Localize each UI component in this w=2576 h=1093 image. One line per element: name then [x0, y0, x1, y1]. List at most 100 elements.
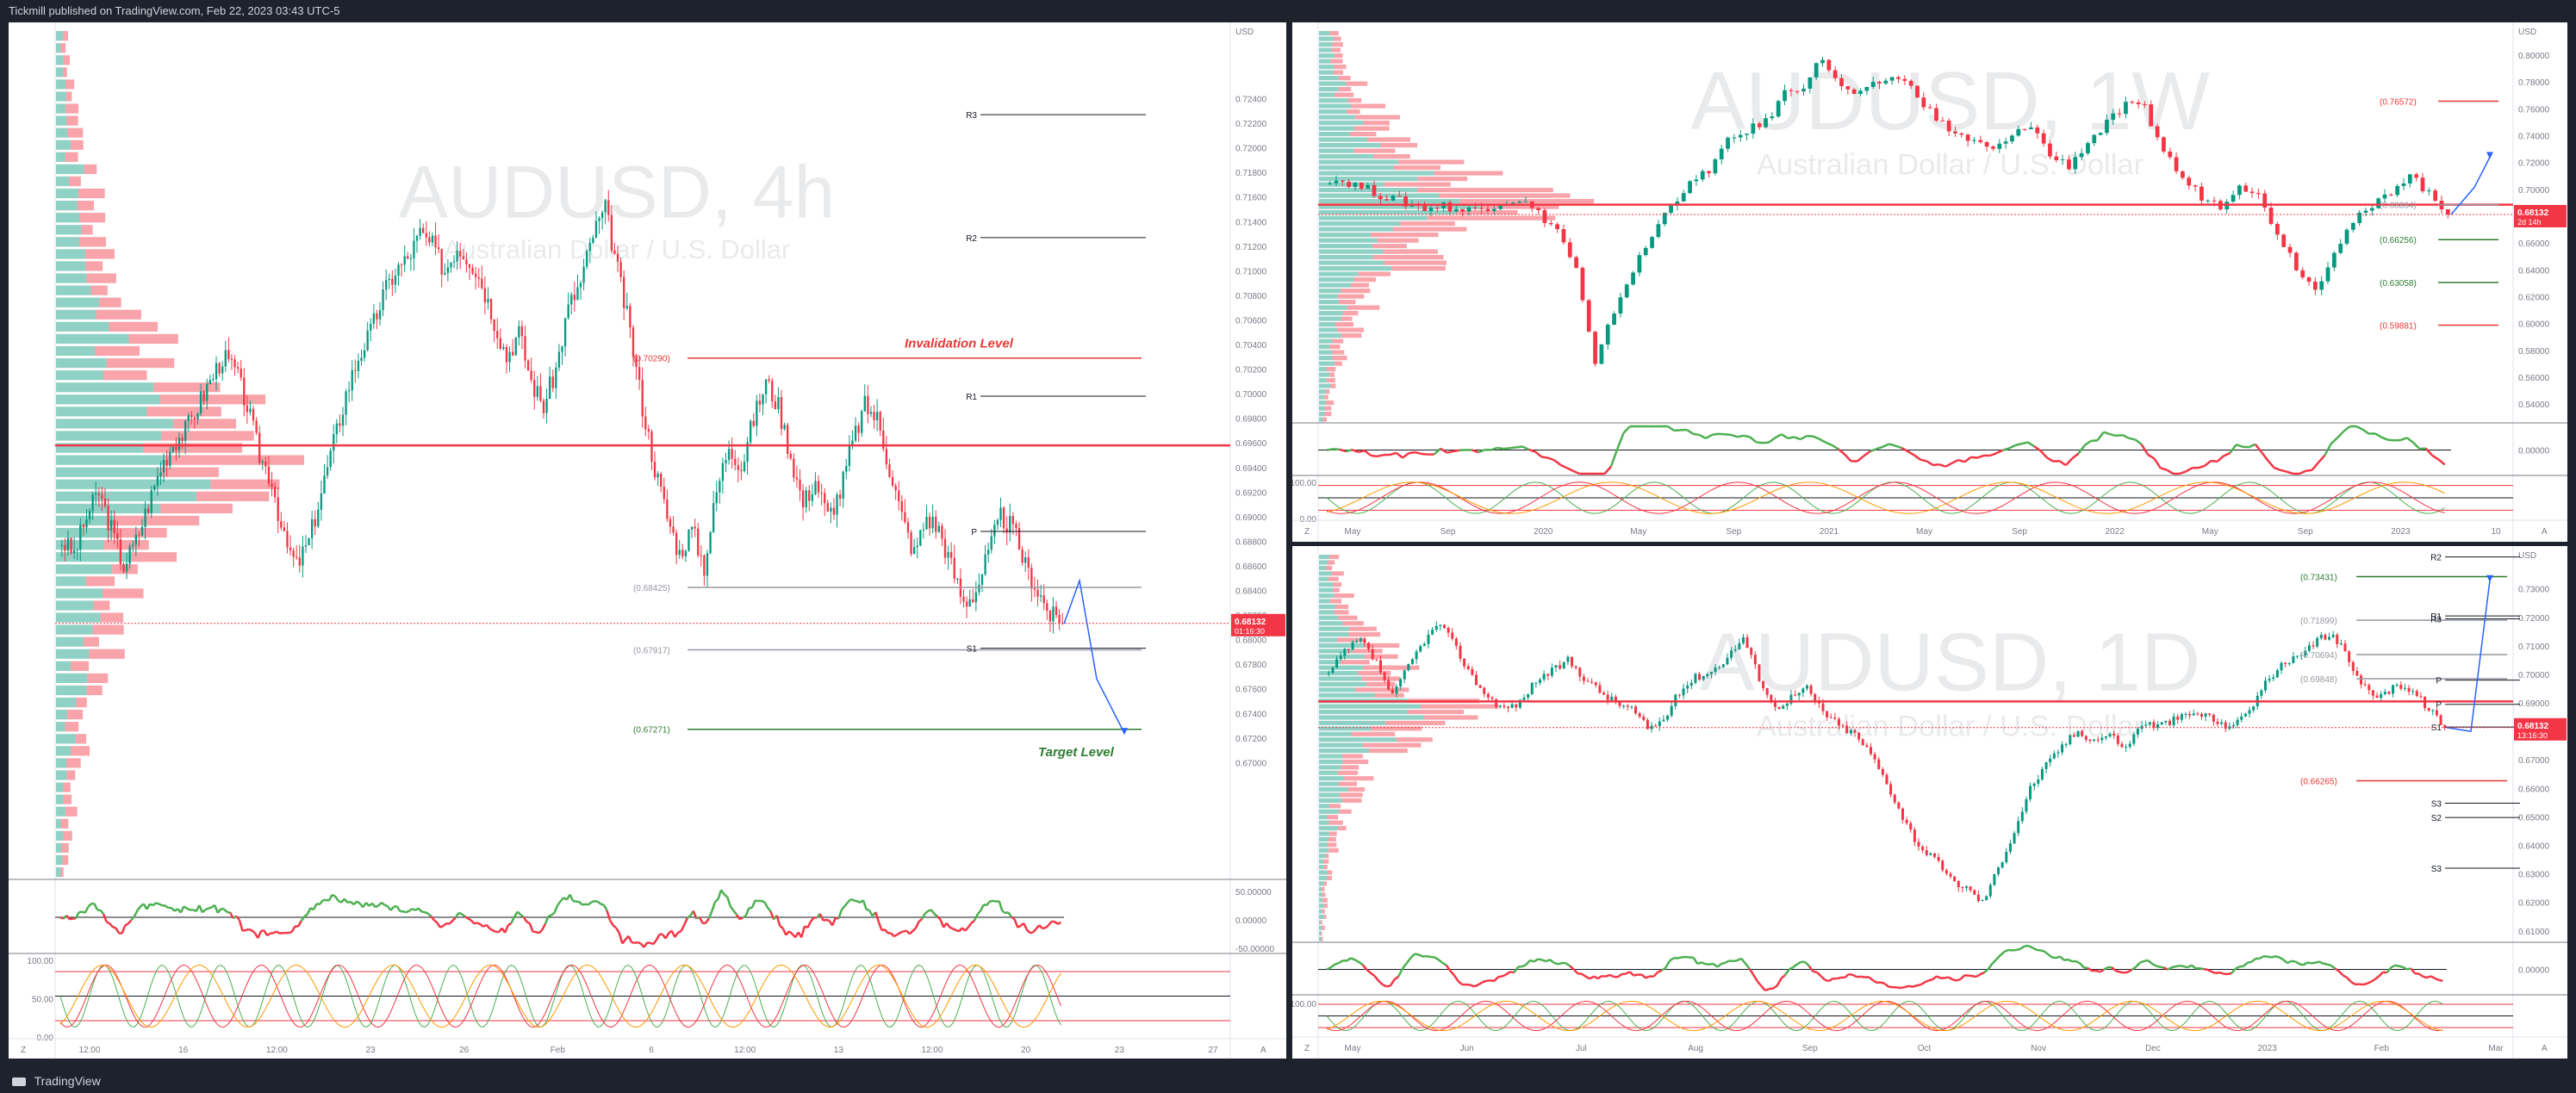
- chart-panel-daily[interactable]: AUDUSD, 1D Australian Dollar / U.S. Dolla…: [1292, 546, 2567, 1059]
- volume-bar-down: [65, 152, 78, 162]
- candle-body: [898, 490, 900, 501]
- candle-body: [2368, 685, 2371, 691]
- candle-body: [366, 330, 369, 351]
- candle-body: [2383, 692, 2386, 694]
- candle-body: [1363, 638, 1366, 643]
- auto-scale-button[interactable]: A: [2542, 527, 2548, 537]
- volume-bar-up: [1319, 154, 1373, 159]
- candle-body: [586, 251, 588, 267]
- last-price-badge: [1231, 613, 1285, 637]
- candle-body: [2375, 695, 2379, 699]
- auto-scale-button[interactable]: A: [1260, 1046, 1266, 1055]
- y-tick-label: 0.67200: [1235, 735, 1267, 744]
- rsi-segment: [823, 918, 827, 922]
- rsi-segment: [109, 922, 114, 928]
- rsi-segment: [1414, 953, 1419, 956]
- volume-bar-up: [1319, 815, 1328, 820]
- volume-bar-up: [1319, 81, 1347, 86]
- volume-bar-down: [70, 661, 90, 671]
- chart-panel-weekly[interactable]: AUDUSD, 1W Australian Dollar / U.S. Dolla…: [1292, 22, 2567, 542]
- candle-body: [530, 370, 532, 381]
- rsi-segment: [186, 907, 191, 911]
- volume-bar-down: [1338, 87, 1352, 92]
- auto-scale-button[interactable]: A: [2542, 1044, 2548, 1053]
- rsi-segment: [1569, 965, 1575, 971]
- volume-bar-up: [1319, 704, 1422, 709]
- volume-bar-down: [1332, 356, 1347, 361]
- candle-body: [2316, 637, 2319, 647]
- candle-body: [2325, 267, 2330, 282]
- rsi-segment: [899, 930, 905, 935]
- y-tick-label: 0.62000: [2518, 294, 2550, 303]
- rsi-segment: [634, 941, 638, 945]
- candle-body: [1331, 668, 1335, 674]
- volume-bar-up: [56, 431, 162, 441]
- candle-body: [600, 212, 604, 219]
- candle-body: [629, 306, 632, 328]
- last-price-badge: [2514, 204, 2567, 227]
- candle-body: [1988, 885, 1992, 897]
- rsi-segment: [347, 900, 352, 904]
- rsi-segment: [1426, 955, 1431, 959]
- candle-body: [1981, 900, 1984, 902]
- rsi-segment: [78, 910, 83, 914]
- candle-body: [644, 416, 647, 430]
- candle-body: [1809, 686, 1813, 694]
- rsi-segment: [1503, 446, 1510, 450]
- candle-body: [582, 266, 585, 283]
- candle-body: [459, 251, 462, 257]
- candle-body: [1534, 682, 1538, 684]
- volume-bar-down: [66, 710, 84, 720]
- zoom-button[interactable]: Z: [21, 1046, 26, 1055]
- candle-body: [2350, 222, 2355, 230]
- rsi-segment: [621, 939, 626, 945]
- candle-body: [1845, 725, 1849, 734]
- rsi-segment: [2064, 457, 2074, 466]
- volume-bar-down: [1384, 260, 1447, 265]
- candle-body: [2048, 143, 2052, 157]
- pivot-label: P: [971, 528, 977, 537]
- rsi-segment: [2032, 946, 2038, 951]
- volume-bar-down: [1335, 604, 1349, 609]
- volume-bar-up: [56, 297, 100, 307]
- rsi-segment: [1970, 456, 1978, 459]
- candle-body: [1578, 668, 1582, 677]
- x-tick-label: Sep: [2298, 527, 2313, 537]
- volume-bar-down: [1336, 637, 1364, 643]
- rsi-segment: [2318, 454, 2326, 463]
- candle-body: [372, 313, 376, 324]
- rsi-segment: [393, 904, 397, 908]
- candle-body: [863, 395, 866, 412]
- rsi-segment: [2047, 953, 2053, 959]
- rsi-segment: [1361, 964, 1368, 971]
- candle-body: [1669, 205, 1673, 214]
- candle-body: [302, 546, 304, 566]
- zoom-button[interactable]: Z: [1304, 527, 1310, 537]
- volume-bar-down: [79, 213, 106, 223]
- volume-bar-up: [56, 152, 65, 162]
- candle-body: [2184, 713, 2187, 715]
- chart-panel-4h[interactable]: AUDUSD, 4h Australian Dollar / U.S. Dolla…: [9, 22, 1286, 1059]
- zoom-button[interactable]: Z: [1304, 1044, 1310, 1053]
- stoch-line: [59, 964, 1061, 1028]
- rsi-segment: [1819, 438, 1826, 444]
- rsi-segment: [1605, 973, 1610, 978]
- level-label: (0.63058): [2380, 279, 2417, 289]
- volume-bar-up: [56, 576, 86, 587]
- volume-bar-down: [1397, 159, 1465, 165]
- candle-body: [1934, 108, 1938, 121]
- rsi-segment: [2402, 966, 2408, 971]
- rsi-segment: [1481, 979, 1487, 984]
- rsi-segment: [682, 917, 688, 926]
- rsi-segment: [1378, 979, 1384, 986]
- candle-body: [2414, 174, 2419, 178]
- volume-bar-up: [1319, 565, 1326, 570]
- candle-body: [1662, 719, 1665, 722]
- candle-body: [638, 367, 641, 380]
- rsi-segment: [1712, 432, 1719, 437]
- candle-body: [1599, 344, 1604, 364]
- candle-body: [150, 490, 152, 513]
